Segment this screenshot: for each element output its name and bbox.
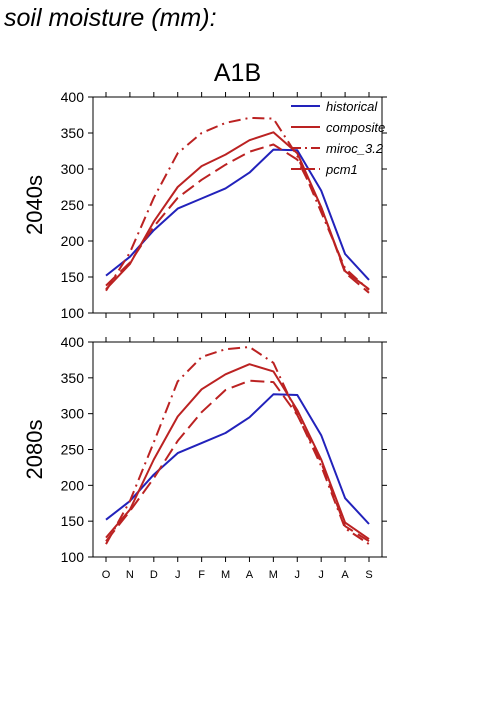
series-line-pcm1 — [105, 143, 370, 294]
x-tick-label: A — [341, 569, 349, 581]
x-tick-label: D — [150, 569, 158, 581]
series-line-composite — [105, 363, 370, 540]
legend-label: historical — [326, 99, 378, 114]
series-line-pcm1 — [105, 379, 370, 543]
y-axis-label: 2080s — [22, 420, 47, 480]
x-tick-label: J — [295, 569, 301, 581]
legend-label: pcm1 — [325, 162, 358, 177]
legend: historical composite miroc_3.2 pcm1 — [291, 99, 385, 177]
y-tick-label: 300 — [61, 161, 85, 177]
legend-label: composite — [326, 120, 385, 135]
chart-panel-2: 100 150 200 250 300 350 400 O N D J F M A M J J A S 2080s — [22, 334, 387, 581]
x-tick-label: J — [175, 569, 181, 581]
series-line-historical — [105, 148, 370, 281]
x-tick-label: O — [102, 569, 111, 581]
y-tick-label: 100 — [61, 549, 85, 565]
y-tick-label: 150 — [61, 513, 85, 529]
series-line-composite — [105, 131, 370, 290]
y-tick-label: 350 — [61, 370, 85, 386]
series-line-historical — [105, 393, 370, 525]
y-tick-label: 200 — [61, 233, 85, 249]
y-tick-label: 400 — [61, 334, 85, 350]
y-tick-label: 100 — [61, 305, 85, 321]
y-tick-label: 250 — [61, 442, 85, 458]
x-tick-label: M — [269, 569, 278, 581]
legend-label: miroc_3.2 — [326, 141, 384, 156]
x-tick-label: S — [365, 569, 372, 581]
chart-panel-1: 100 150 200 250 300 350 400 2040s A1B historical c… — [22, 59, 387, 321]
y-tick-label: 350 — [61, 125, 85, 141]
series-line-miroc-3-2 — [105, 116, 370, 292]
y-tick-label: 250 — [61, 197, 85, 213]
y-axis-label: 2040s — [22, 175, 47, 235]
x-tick-label: F — [198, 569, 205, 581]
x-tick-label: J — [318, 569, 324, 581]
y-tick-label: 200 — [61, 477, 85, 493]
x-tick-label: A — [246, 569, 254, 581]
page-title: soil moisture (mm): — [4, 4, 217, 32]
y-tick-label: 150 — [61, 269, 85, 285]
series-line-miroc-3-2 — [105, 346, 370, 545]
chart-title: A1B — [214, 59, 261, 87]
plot-frame — [92, 341, 383, 558]
y-tick-label: 300 — [61, 406, 85, 422]
y-tick-label: 400 — [61, 89, 85, 105]
x-tick-label: M — [221, 569, 230, 581]
x-tick-label: N — [126, 569, 134, 581]
